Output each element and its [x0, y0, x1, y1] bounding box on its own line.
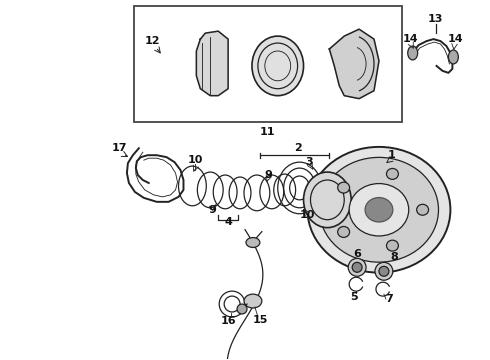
Text: 6: 6 — [353, 249, 361, 260]
Ellipse shape — [375, 262, 393, 280]
Text: 12: 12 — [145, 36, 160, 46]
Ellipse shape — [416, 204, 429, 215]
Ellipse shape — [408, 46, 417, 60]
Bar — [134, 6, 402, 122]
Text: 9: 9 — [208, 205, 216, 215]
Ellipse shape — [352, 262, 362, 272]
Ellipse shape — [252, 36, 303, 96]
Ellipse shape — [311, 45, 319, 53]
Polygon shape — [196, 31, 228, 96]
Text: 14: 14 — [447, 34, 463, 44]
Ellipse shape — [338, 226, 349, 237]
Text: 15: 15 — [252, 315, 268, 325]
Text: 7: 7 — [385, 294, 393, 304]
Ellipse shape — [348, 258, 366, 276]
Text: 10: 10 — [188, 155, 203, 165]
Ellipse shape — [365, 198, 393, 222]
Text: 17: 17 — [111, 143, 127, 153]
Text: 10: 10 — [300, 210, 315, 220]
Text: 3: 3 — [306, 157, 313, 167]
Ellipse shape — [237, 304, 247, 314]
Polygon shape — [329, 29, 379, 99]
Ellipse shape — [244, 294, 262, 308]
Ellipse shape — [246, 238, 260, 247]
Ellipse shape — [448, 50, 458, 64]
Ellipse shape — [349, 184, 409, 236]
Ellipse shape — [379, 266, 389, 276]
Ellipse shape — [387, 240, 398, 251]
Text: 8: 8 — [390, 252, 398, 262]
Ellipse shape — [308, 147, 450, 273]
Ellipse shape — [319, 157, 439, 262]
Text: 5: 5 — [350, 292, 358, 302]
Ellipse shape — [303, 172, 351, 228]
Text: 1: 1 — [388, 150, 396, 160]
Ellipse shape — [338, 182, 349, 193]
Text: 14: 14 — [403, 34, 418, 44]
Text: 2: 2 — [294, 143, 301, 153]
Ellipse shape — [387, 168, 398, 179]
Text: 9: 9 — [264, 170, 272, 180]
Text: 4: 4 — [224, 217, 232, 227]
Text: 13: 13 — [428, 14, 443, 24]
Text: 11: 11 — [260, 127, 275, 138]
Text: 16: 16 — [220, 316, 236, 326]
